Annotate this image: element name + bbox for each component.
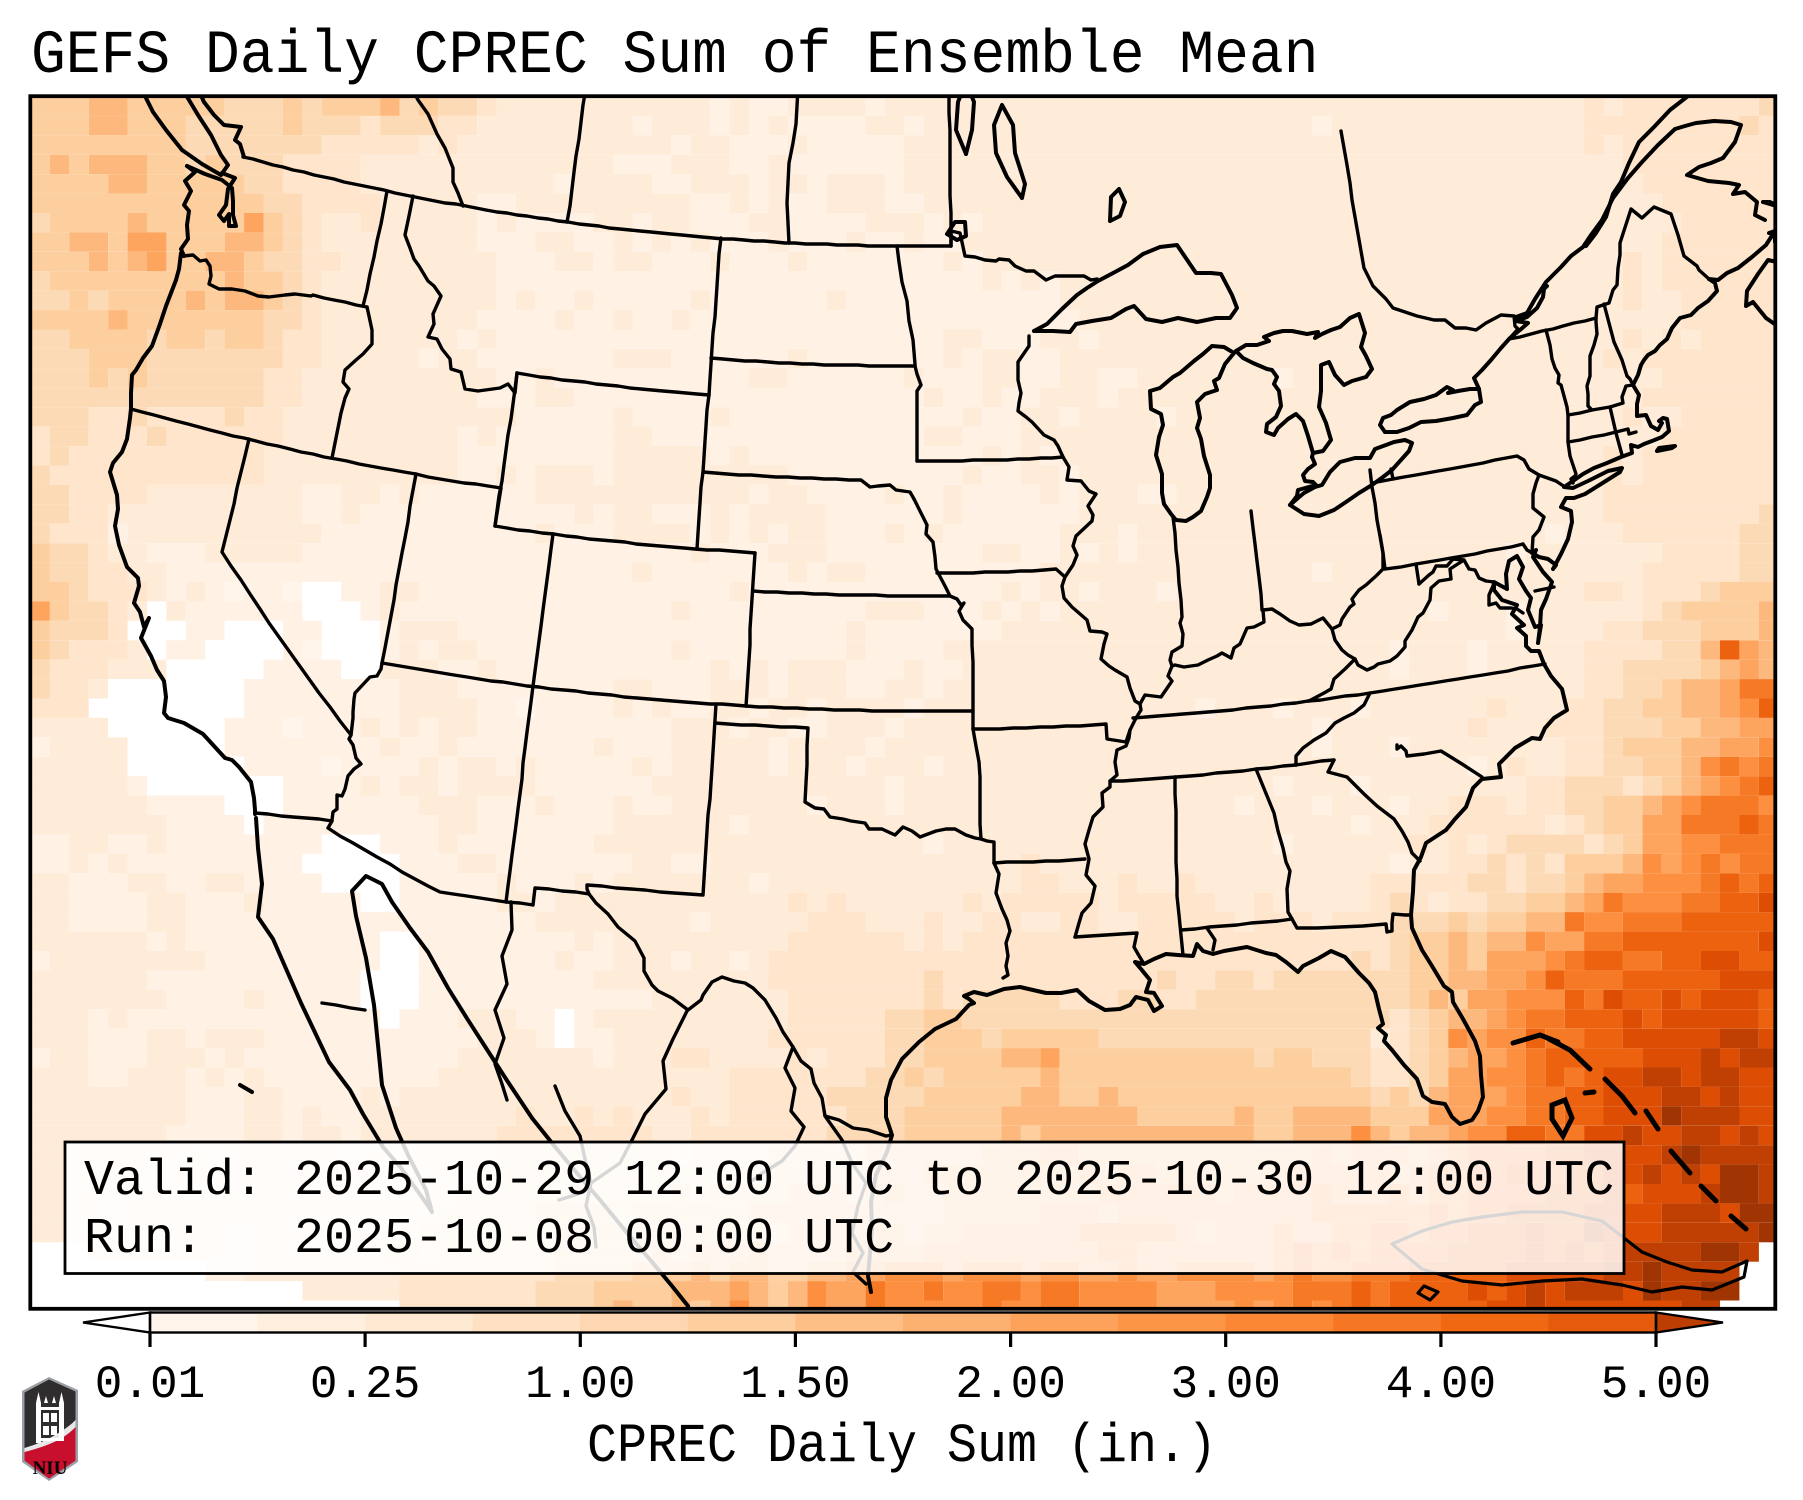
svg-text:4.00: 4.00 bbox=[1386, 1359, 1496, 1411]
svg-text:Run: 2025-10-08 00:00 UTC: Run: 2025-10-08 00:00 UTC bbox=[84, 1211, 894, 1268]
svg-text:3.00: 3.00 bbox=[1170, 1359, 1280, 1411]
svg-text:0.25: 0.25 bbox=[310, 1359, 420, 1411]
svg-text:Valid: 2025-10-29 12:00 UTC to: Valid: 2025-10-29 12:00 UTC to 2025-10-3… bbox=[84, 1153, 1614, 1210]
svg-text:NIU: NIU bbox=[33, 1458, 68, 1479]
svg-text:GEFS Daily CPREC Sum of Ensemb: GEFS Daily CPREC Sum of Ensemble Mean bbox=[31, 21, 1318, 91]
svg-text:1.00: 1.00 bbox=[525, 1359, 635, 1411]
svg-text:5.00: 5.00 bbox=[1601, 1359, 1711, 1411]
svg-text:CPREC Daily Sum (in.): CPREC Daily Sum (in.) bbox=[587, 1415, 1217, 1478]
svg-text:0.01: 0.01 bbox=[95, 1359, 205, 1411]
svg-text:1.50: 1.50 bbox=[740, 1359, 850, 1411]
svg-text:2.00: 2.00 bbox=[955, 1359, 1065, 1411]
